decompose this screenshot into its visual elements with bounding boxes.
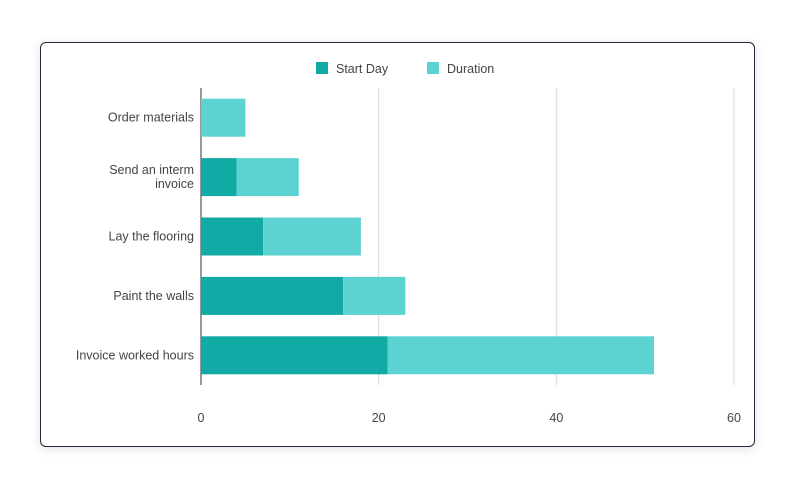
y-category-label: Lay the flooring: [109, 230, 195, 244]
legend-swatch-start-day: [316, 62, 328, 74]
bar-start-day: [201, 336, 388, 375]
x-tick-label: 40: [549, 411, 563, 425]
x-tick-label: 60: [727, 411, 741, 425]
legend-swatch-duration: [427, 62, 439, 74]
bar-duration: [236, 158, 299, 197]
y-category-label: Order materials: [108, 111, 194, 125]
bar-duration: [387, 336, 655, 375]
y-category-label: Invoice worked hours: [76, 348, 194, 362]
x-tick-label: 20: [372, 411, 386, 425]
legend-label: Start Day: [336, 62, 389, 76]
x-tick-label: 0: [198, 411, 205, 425]
bar-start-day: [201, 158, 237, 197]
chart-card: [40, 42, 755, 447]
bar-duration: [201, 98, 246, 137]
bar-duration: [263, 217, 361, 256]
y-category-label: Send an interm invoice: [109, 163, 194, 191]
bar-start-day: [201, 217, 264, 256]
bar-start-day: [201, 276, 344, 315]
legend-label: Duration: [447, 62, 494, 76]
y-category-label: Paint the walls: [113, 289, 194, 303]
bar-duration: [343, 276, 406, 315]
